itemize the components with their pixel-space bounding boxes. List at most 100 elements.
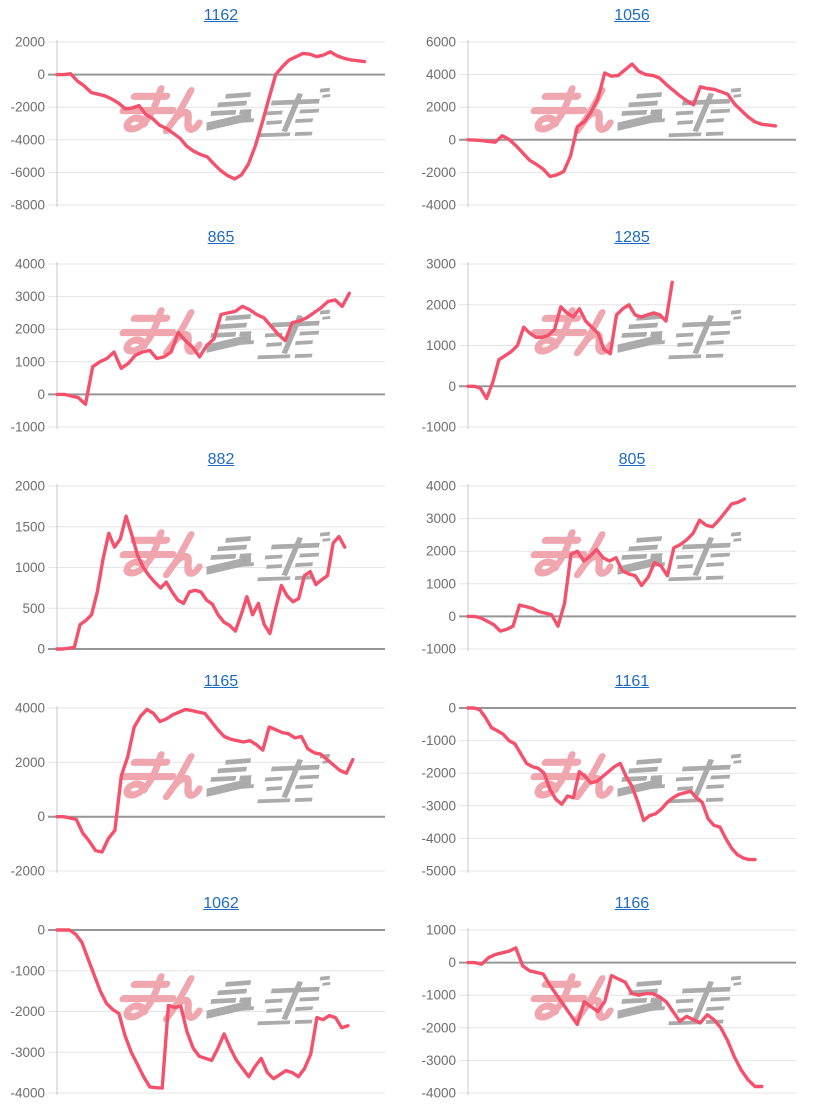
y-axis-tick-label: -4000 — [10, 132, 45, 147]
series-line — [466, 280, 674, 401]
y-axis-tick-label: 0 — [448, 132, 456, 147]
y-axis-tick-label: 0 — [37, 923, 45, 938]
slump-chart-card: 4000 2000 0 -2000 1165 — [0, 666, 411, 888]
machine-number-link[interactable]: 1166 — [614, 895, 650, 912]
y-axis-tick-label: 2000 — [15, 479, 45, 494]
slump-chart-card: 2000 1500 1000 500 0 882 — [0, 444, 411, 666]
y-axis-tick-label: 2000 — [426, 544, 456, 559]
y-axis-tick-label: 0 — [448, 955, 456, 970]
y-axis-tick-label: 2000 — [15, 755, 45, 770]
y-axis-tick-label: -3000 — [421, 1053, 456, 1068]
y-axis-tick-label: 4000 — [15, 701, 45, 716]
y-axis-tick-label: 0 — [448, 379, 456, 394]
y-axis-tick-label: 0 — [37, 387, 45, 402]
y-axis-tick-label: -1000 — [421, 988, 456, 1003]
slump-chart: 3000 2000 1000 0 -1000 — [421, 257, 796, 435]
slump-chart-card: 1000 0 -1000 -2000 -3000 -4000 1166 — [411, 888, 822, 1110]
series-line — [55, 50, 367, 181]
slump-chart: 0 -1000 -2000 -3000 -4000 — [10, 923, 385, 1101]
slump-chart: 4000 2000 0 -2000 — [10, 701, 385, 879]
slump-chart: 6000 4000 2000 0 -2000 -4000 — [421, 35, 796, 213]
series-line — [466, 497, 747, 633]
y-axis-tick-label: 0 — [37, 642, 45, 657]
y-axis-tick-label: -4000 — [421, 198, 456, 213]
y-axis-tick-label: -3000 — [10, 1045, 45, 1060]
watermark-logo — [528, 533, 743, 580]
y-axis-tick-label: 4000 — [426, 67, 456, 82]
series-line — [466, 706, 757, 862]
watermark-logo — [528, 89, 743, 136]
slump-chart: 1000 0 -1000 -2000 -3000 -4000 — [421, 923, 796, 1101]
series-line — [466, 62, 778, 179]
y-axis-tick-label: -1000 — [10, 963, 45, 978]
machine-number-link[interactable]: 805 — [618, 451, 646, 468]
watermark-logo — [117, 533, 332, 580]
y-axis-tick-label: -6000 — [10, 165, 45, 180]
y-axis-tick-label: 1000 — [15, 560, 45, 575]
y-axis-tick-label: -2000 — [421, 1020, 456, 1035]
y-axis-tick-label: 1000 — [15, 354, 45, 369]
y-axis-tick-label: 0 — [448, 701, 456, 716]
slump-chart-card: 4000 3000 2000 1000 0 -1000 805 — [411, 444, 822, 666]
machine-number-link[interactable]: 1161 — [614, 673, 650, 690]
slump-chart-card: 4000 3000 2000 1000 0 -1000 865 — [0, 222, 411, 444]
y-axis-tick-label: -1000 — [10, 420, 45, 435]
y-axis-tick-label: 3000 — [426, 511, 456, 526]
y-axis-tick-label: -1000 — [421, 642, 456, 657]
y-axis-tick-label: -1000 — [421, 733, 456, 748]
y-axis-tick-label: 3000 — [15, 289, 45, 304]
slump-chart: 2000 1500 1000 500 0 — [15, 479, 385, 657]
series-line — [466, 946, 764, 1089]
y-axis-tick-label: -2000 — [10, 1004, 45, 1019]
series-line — [55, 707, 355, 854]
y-axis-tick-label: 0 — [448, 609, 456, 624]
series-line — [55, 291, 351, 406]
slump-chart-card: 0 -1000 -2000 -3000 -4000 1062 — [0, 888, 411, 1110]
y-axis-tick-label: -4000 — [421, 1086, 456, 1101]
y-axis-tick-label: 1500 — [15, 519, 45, 534]
y-axis-tick-label: 4000 — [426, 479, 456, 494]
slump-chart-card: 2000 0 -2000 -4000 -6000 -8000 1162 — [0, 0, 411, 222]
slump-chart-card: 6000 4000 2000 0 -2000 -4000 1056 — [411, 0, 822, 222]
y-axis-tick-label: 3000 — [426, 257, 456, 272]
series-line — [55, 514, 347, 651]
watermark-logo — [117, 977, 332, 1024]
watermark-logo — [528, 311, 743, 358]
y-axis-tick-label: -5000 — [421, 864, 456, 879]
y-axis-tick-label: 1000 — [426, 338, 456, 353]
slump-chart: 4000 3000 2000 1000 0 -1000 — [10, 257, 385, 435]
y-axis-tick-label: -2000 — [421, 165, 456, 180]
slump-chart-card: 3000 2000 1000 0 -1000 1285 — [411, 222, 822, 444]
y-axis-tick-label: 500 — [22, 601, 45, 616]
y-axis-tick-label: 2000 — [426, 100, 456, 115]
y-axis-tick-label: -2000 — [421, 766, 456, 781]
y-axis-tick-label: 6000 — [426, 35, 456, 50]
slump-chart: 0 -1000 -2000 -3000 -4000 -5000 — [421, 701, 796, 879]
slump-chart: 2000 0 -2000 -4000 -6000 -8000 — [10, 35, 385, 213]
series-line — [55, 928, 350, 1090]
y-axis-tick-label: -2000 — [10, 864, 45, 879]
y-axis-tick-label: -8000 — [10, 198, 45, 213]
y-axis-tick-label: -1000 — [421, 420, 456, 435]
y-axis-tick-label: -4000 — [10, 1086, 45, 1101]
machine-number-link[interactable]: 882 — [207, 451, 235, 468]
y-axis-tick-label: -4000 — [421, 831, 456, 846]
y-axis-tick-label: 2000 — [426, 297, 456, 312]
machine-number-link[interactable]: 1062 — [203, 895, 239, 912]
machine-number-link[interactable]: 1056 — [614, 7, 650, 24]
machine-number-link[interactable]: 1162 — [203, 7, 239, 24]
y-axis-tick-label: 1000 — [426, 923, 456, 938]
y-axis-tick-label: 2000 — [15, 322, 45, 337]
slump-chart-card: 0 -1000 -2000 -3000 -4000 -5000 1161 — [411, 666, 822, 888]
machine-number-link[interactable]: 865 — [207, 229, 235, 246]
watermark-logo — [117, 89, 332, 136]
y-axis-tick-label: 0 — [37, 809, 45, 824]
y-axis-tick-label: 0 — [37, 67, 45, 82]
machine-number-link[interactable]: 1165 — [203, 673, 239, 690]
y-axis-tick-label: -2000 — [10, 100, 45, 115]
slump-chart: 4000 3000 2000 1000 0 -1000 — [421, 479, 796, 657]
y-axis-tick-label: 1000 — [426, 576, 456, 591]
machine-number-link[interactable]: 1285 — [614, 229, 650, 246]
watermark-logo — [117, 755, 332, 802]
